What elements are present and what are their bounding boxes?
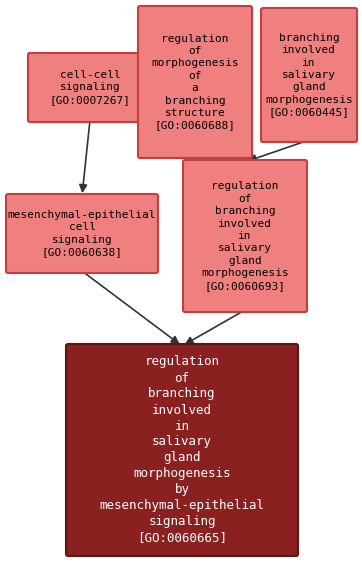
Text: mesenchymal-epithelial
cell
signaling
[GO:0060638]: mesenchymal-epithelial cell signaling [G… <box>8 210 156 257</box>
Text: regulation
of
branching
involved
in
salivary
gland
morphogenesis
[GO:0060693]: regulation of branching involved in sali… <box>201 181 289 291</box>
FancyBboxPatch shape <box>261 8 357 142</box>
Text: cell-cell
signaling
[GO:0007267]: cell-cell signaling [GO:0007267] <box>50 70 130 105</box>
FancyBboxPatch shape <box>183 160 307 312</box>
FancyBboxPatch shape <box>28 53 152 122</box>
Text: regulation
of
morphogenesis
of
a
branching
structure
[GO:0060688]: regulation of morphogenesis of a branchi… <box>151 34 239 131</box>
FancyBboxPatch shape <box>6 194 158 273</box>
FancyBboxPatch shape <box>66 344 298 556</box>
Text: regulation
of
branching
involved
in
salivary
gland
morphogenesis
by
mesenchymal-: regulation of branching involved in sali… <box>100 355 265 544</box>
FancyBboxPatch shape <box>138 6 252 158</box>
Text: branching
involved
in
salivary
gland
morphogenesis
[GO:0060445]: branching involved in salivary gland mor… <box>265 33 353 117</box>
